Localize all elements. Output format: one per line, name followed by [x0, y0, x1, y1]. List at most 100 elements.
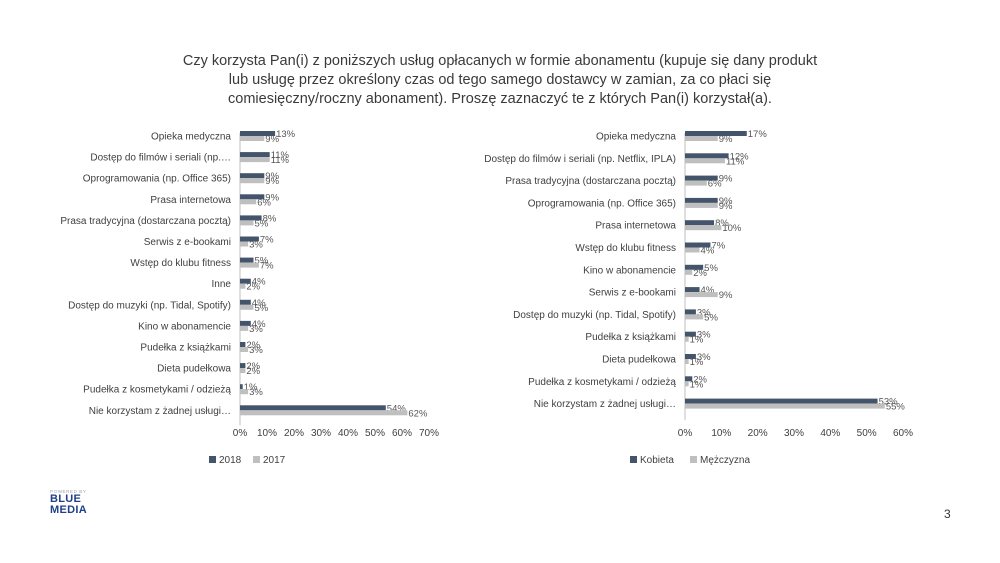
data-label-2018: 9%: [265, 192, 279, 203]
x-tick-label: 70%: [419, 428, 439, 439]
bar-mężczyzna: [685, 359, 689, 364]
bar-2018: [240, 194, 265, 200]
data-label-mężczyzna: 11%: [726, 156, 745, 167]
bar-2018: [240, 299, 251, 305]
bar-2017: [240, 136, 265, 141]
bar-2018: [240, 173, 265, 179]
category-label: Dieta pudełkowa: [157, 364, 231, 375]
data-label-mężczyzna: 9%: [719, 134, 733, 145]
bar-2017: [240, 410, 408, 416]
category-label: Wstęp do klubu fitness: [130, 258, 231, 269]
bar-2018: [240, 320, 251, 326]
data-label-2018: 54%: [387, 403, 407, 414]
page-number: 3: [944, 507, 951, 521]
data-label-2018: 4%: [252, 298, 266, 309]
bar-kobieta: [685, 197, 718, 203]
data-label-2018: 5%: [255, 256, 269, 267]
legend-swatch-2018: [209, 456, 216, 463]
x-tick-label: 40%: [820, 428, 840, 439]
x-tick-label: 20%: [748, 428, 768, 439]
bar-mężczyzna: [685, 225, 722, 231]
data-label-2018: 9%: [265, 171, 279, 182]
data-label-kobieta: 53%: [879, 397, 899, 408]
data-label-2017: 62%: [408, 408, 428, 419]
data-label-mężczyzna: 1%: [690, 357, 704, 368]
x-tick-label: 30%: [784, 428, 804, 439]
data-label-kobieta: 3%: [697, 352, 711, 363]
category-label: Kino w abonamencie: [583, 265, 676, 276]
data-label-kobieta: 3%: [697, 330, 711, 341]
bar-mężczyzna: [685, 202, 718, 208]
data-label-mężczyzna: 4%: [701, 246, 715, 257]
bar-2017: [240, 325, 249, 331]
blue-media-logo: POWERED BY BLUE MEDIA: [50, 489, 87, 516]
category-label: Oprogramowania (np. Office 365): [83, 174, 231, 185]
bar-2018: [240, 405, 386, 411]
x-tick-label: 0%: [233, 428, 248, 439]
bar-mężczyzna: [685, 180, 707, 186]
category-label: Inne: [212, 279, 232, 290]
data-label-2017: 6%: [257, 197, 271, 208]
data-label-kobieta: 2%: [693, 374, 707, 385]
data-label-2017: 3%: [249, 387, 263, 398]
category-label: Nie korzystam z żadnej usługi…: [534, 399, 676, 410]
bar-kobieta: [685, 376, 693, 382]
category-label: Prasa internetowa: [150, 195, 231, 206]
category-label: Pudełka z kosmetykami / odzieżą: [528, 377, 676, 388]
data-label-2017: 2%: [246, 282, 260, 293]
bar-2017: [240, 220, 254, 226]
chart-title: Czy korzysta Pan(i) z poniższych usług o…: [150, 52, 850, 109]
data-label-kobieta: 8%: [715, 218, 729, 229]
bar-2017: [240, 368, 246, 374]
data-label-mężczyzna: 5%: [704, 312, 718, 323]
bar-mężczyzna: [685, 269, 693, 275]
category-label: Pudełka z książkami: [585, 332, 676, 343]
bar-mężczyzna: [685, 292, 718, 298]
bar-2018: [240, 236, 259, 242]
data-label-2017: 9%: [265, 176, 279, 187]
category-label: Opieka medyczna: [151, 132, 231, 143]
bar-2018: [240, 278, 251, 284]
legend-label: 2017: [263, 455, 286, 466]
bar-kobieta: [685, 220, 715, 226]
bar-2018: [240, 342, 246, 347]
legend-label: Kobieta: [640, 455, 674, 466]
x-tick-label: 60%: [392, 428, 412, 439]
x-tick-label: 10%: [711, 428, 731, 439]
title-line-1: Czy korzysta Pan(i) z poniższych usług o…: [182, 53, 818, 69]
logo-line-1: BLUE: [50, 493, 82, 505]
data-label-kobieta: 3%: [697, 307, 711, 318]
data-label-2018: 7%: [260, 235, 274, 246]
legend-label: Mężczyzna: [700, 455, 750, 466]
data-label-mężczyzna: 6%: [708, 179, 722, 190]
data-label-2018: 2%: [246, 361, 260, 372]
data-label-2018: 8%: [263, 213, 277, 224]
category-label: Pudełka z kosmetykami / odzieżą: [83, 385, 231, 396]
category-label: Dostęp do muzyki (np. Tidal, Spotify): [513, 310, 676, 321]
x-tick-label: 0%: [678, 428, 693, 439]
category-label: Prasa tradycyjna (dostarczana pocztą): [60, 216, 231, 227]
bar-2018: [240, 131, 276, 136]
bar-kobieta: [685, 331, 696, 337]
category-label: Dostęp do muzyki (np. Tidal, Spotify): [68, 300, 231, 311]
category-label: Dostęp do filmów i seriali (np.…: [90, 153, 231, 164]
data-label-kobieta: 12%: [730, 151, 750, 162]
bar-2017: [240, 262, 259, 268]
bar-kobieta: [685, 242, 711, 248]
bar-2017: [240, 157, 270, 163]
legend-swatch-2017: [253, 456, 260, 463]
bar-kobieta: [685, 153, 729, 159]
category-label: Dieta pudełkowa: [602, 355, 676, 366]
category-label: Prasa internetowa: [595, 221, 676, 232]
data-label-mężczyzna: 9%: [719, 290, 733, 301]
category-label: Pudełka z książkami: [140, 343, 231, 354]
bar-kobieta: [685, 309, 696, 315]
bar-2017: [240, 347, 249, 352]
bar-2017: [240, 241, 249, 247]
bar-kobieta: [685, 354, 696, 359]
legend-swatch-mężczyzna: [690, 456, 697, 463]
data-label-2017: 5%: [255, 303, 269, 314]
bar-mężczyzna: [685, 314, 704, 320]
x-tick-label: 30%: [311, 428, 331, 439]
